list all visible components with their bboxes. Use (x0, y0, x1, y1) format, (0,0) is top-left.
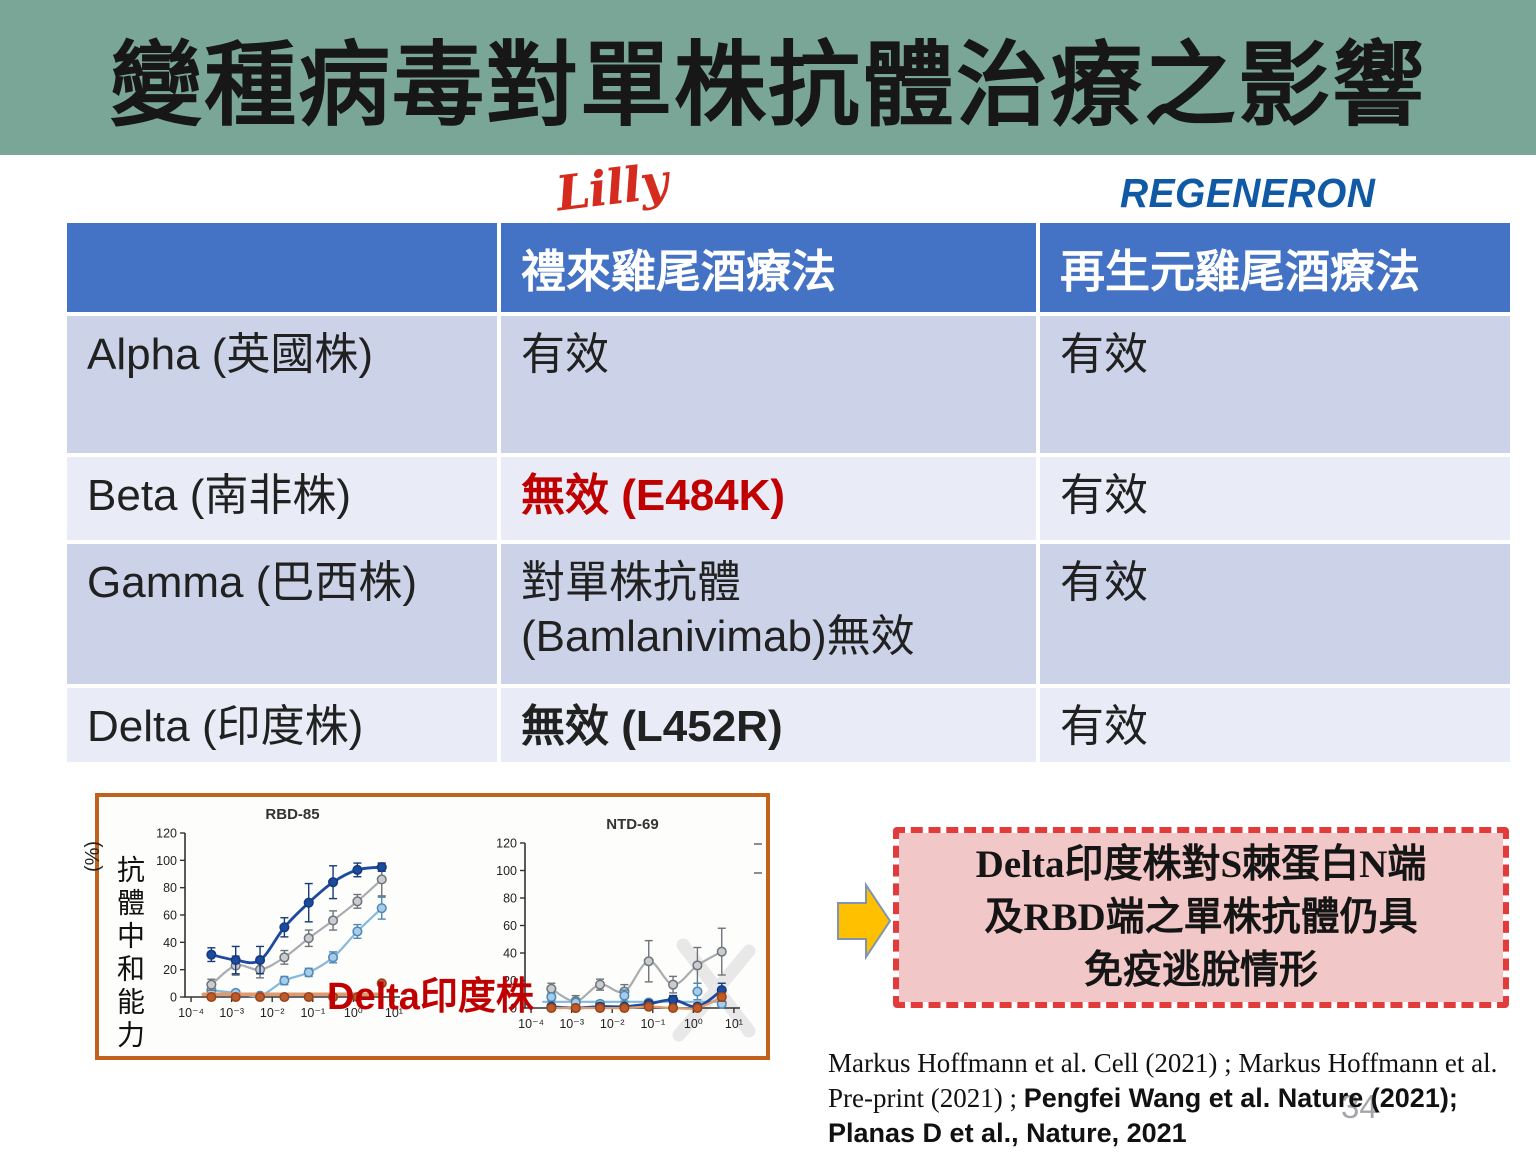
svg-text:10¹: 10¹ (385, 1006, 403, 1020)
svg-text:10⁻⁴: 10⁻⁴ (518, 1017, 544, 1031)
svg-text:120: 120 (156, 827, 177, 841)
cell-gamma-lilly-line1: 對單株抗體 (521, 558, 741, 607)
cell-gamma-regeneron: 有效 (1040, 544, 1510, 684)
header-cell-lilly: 禮來雞尾酒療法 (501, 223, 1036, 312)
callout-line-1: Delta印度株對S棘蛋白N端 (975, 842, 1427, 886)
delta-strain-label: Delta印度株 (327, 976, 534, 1018)
cell-alpha-regeneron: 有效 (1040, 316, 1510, 453)
svg-text:120: 120 (496, 837, 517, 851)
variant-comparison-table: 禮來雞尾酒療法 再生元雞尾酒療法 Alpha (英國株) 有效 有效 Beta … (67, 223, 1510, 762)
svg-text:NTD-69: NTD-69 (606, 816, 659, 833)
immune-escape-callout-box: Delta印度株對S棘蛋白N端 及RBD端之單株抗體仍具 免疫逃脫情形 (893, 827, 1509, 1008)
svg-text:100: 100 (156, 854, 177, 868)
right-arrow-shape (837, 882, 892, 960)
header-cell-variant (67, 223, 497, 312)
citation-text: Markus Hoffmann et al. Cell (2021) ; Mar… (828, 1046, 1512, 1151)
svg-text:10¹: 10¹ (725, 1017, 743, 1031)
svg-text:20: 20 (503, 974, 517, 988)
svg-text:80: 80 (503, 892, 517, 906)
svg-text:20: 20 (163, 963, 177, 977)
neutralization-curves-chart: RBD-85 0 20 40 60 80 100 120 10⁻⁴ 10⁻³ 10⁻² 10⁻¹ 10⁰… (156, 806, 762, 1042)
cell-gamma-lilly: 對單株抗體 (Bamlanivimab)無效 (501, 544, 1036, 684)
y-axis-label: 抗體中和能力 (114, 855, 145, 1053)
svg-text:10⁻⁴: 10⁻⁴ (178, 1006, 204, 1020)
citation-part2: Pengfei Wang et al. Nature (2021); Plana… (828, 1083, 1458, 1149)
cell-beta-variant: Beta (南非株) (67, 457, 497, 540)
neutralization-figure-panel: (%) 抗體中和能力 RBD-85 0 20 40 60 80 100 120 10⁻⁴ 10⁻³… (82, 793, 770, 1060)
lilly-logo: Lilly (553, 153, 671, 223)
svg-text:60: 60 (163, 909, 177, 923)
svg-text:100: 100 (496, 864, 517, 878)
cell-delta-regeneron: 有效 (1040, 688, 1510, 762)
svg-text:40: 40 (163, 936, 177, 950)
cell-delta-lilly: 無效 (L452R) (501, 688, 1036, 762)
svg-text:10⁻²: 10⁻² (600, 1017, 625, 1031)
svg-text:80: 80 (163, 881, 177, 895)
slide-title: 變種病毒對單株抗體治療之影響 (109, 35, 1426, 137)
cell-delta-variant: Delta (印度株) (67, 688, 497, 762)
svg-text:60: 60 (503, 919, 517, 933)
callout-line-2: 及RBD端之單株抗體仍具 (984, 895, 1418, 939)
svg-text:10⁰: 10⁰ (344, 1006, 363, 1020)
cell-beta-regeneron: 有效 (1040, 457, 1510, 540)
right-arrow-icon (837, 882, 892, 960)
svg-text:10⁻¹: 10⁻¹ (300, 1006, 325, 1020)
header-cell-regeneron: 再生元雞尾酒療法 (1040, 223, 1510, 312)
svg-text:10⁻¹: 10⁻¹ (640, 1017, 665, 1031)
regeneron-logo: REGENERON (1120, 170, 1376, 216)
cell-gamma-variant: Gamma (巴西株) (67, 544, 497, 684)
svg-text:0: 0 (170, 991, 177, 1005)
callout-line-3: 免疫逃脫情形 (1083, 949, 1318, 993)
svg-text:40: 40 (503, 947, 517, 961)
cell-gamma-lilly-line2: (Bamlanivimab)無效 (521, 611, 915, 661)
cell-alpha-lilly: 有效 (501, 316, 1036, 453)
page-number: 34 (1341, 1088, 1378, 1125)
cell-beta-lilly: 無效 (E484K) (501, 457, 1036, 540)
svg-text:10⁻³: 10⁻³ (219, 1006, 244, 1020)
svg-text:10⁻²: 10⁻² (260, 1006, 285, 1020)
title-banner: 變種病毒對單株抗體治療之影響 (0, 0, 1536, 155)
cell-alpha-variant: Alpha (英國株) (67, 316, 497, 453)
y-axis-unit-label: (%) (82, 840, 105, 873)
citation-part1: Markus Hoffmann et al. Cell (2021) ; Mar… (828, 1048, 1498, 1114)
svg-text:RBD-85: RBD-85 (265, 806, 319, 823)
svg-text:10⁻³: 10⁻³ (559, 1017, 584, 1031)
svg-text:10⁰: 10⁰ (684, 1017, 703, 1031)
svg-text:0: 0 (510, 1002, 517, 1016)
